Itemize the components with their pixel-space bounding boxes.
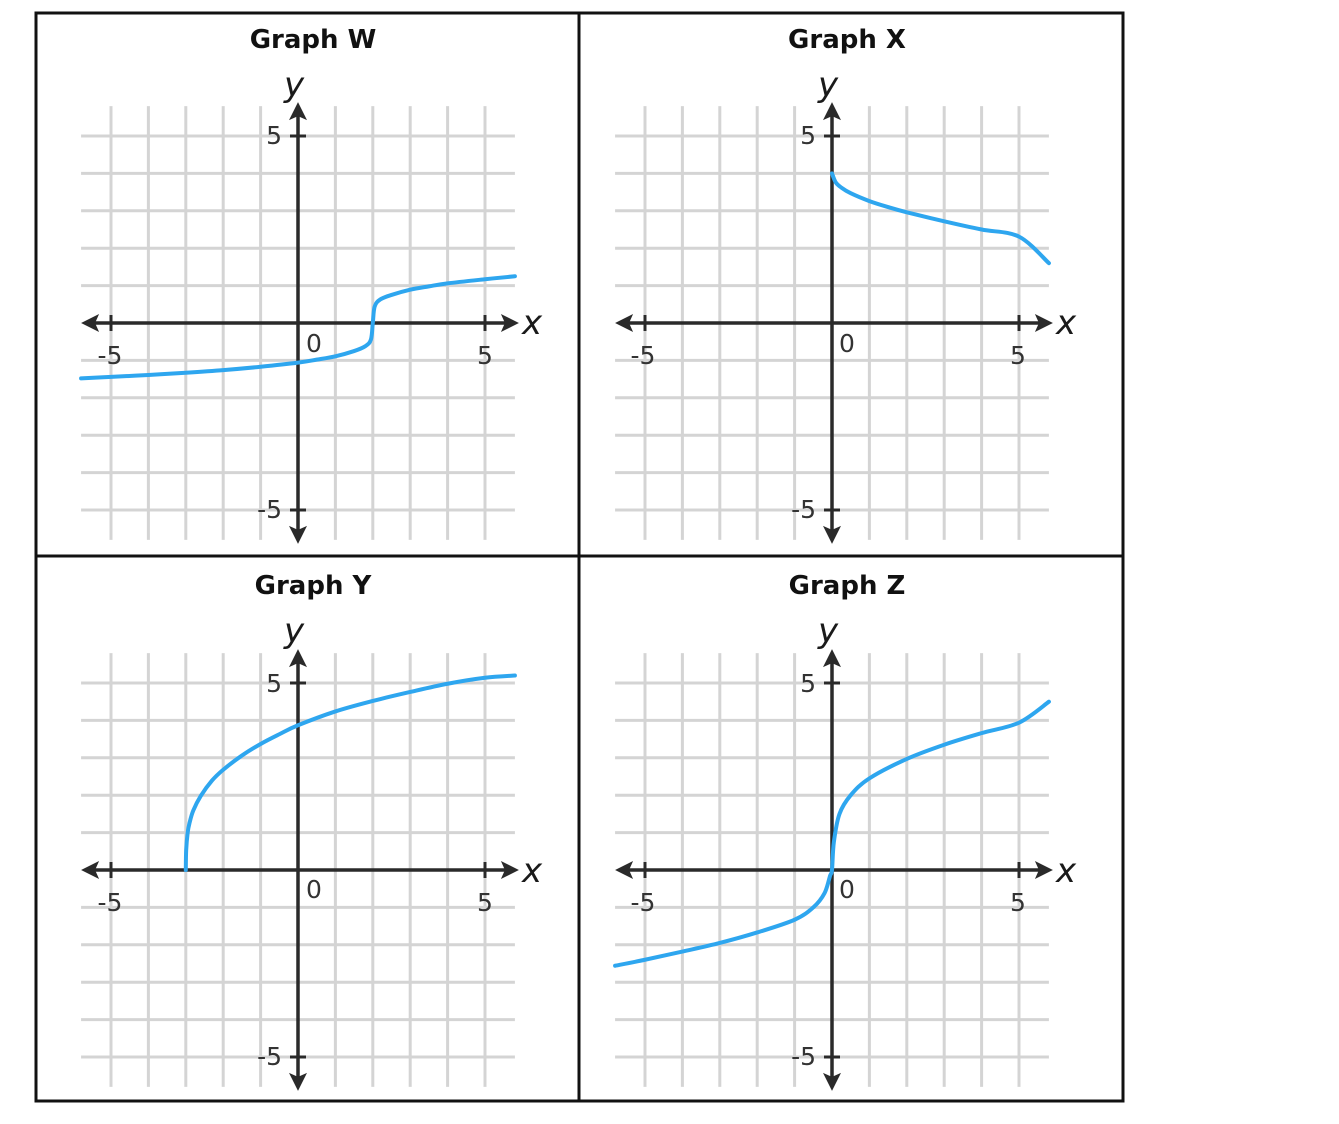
y-axis-arrow-up [823,102,841,121]
x-axis-label: x [1055,851,1077,891]
y-axis-arrow-up [289,649,307,668]
panel-graph-x: Graph X x y -5 0 5 5 -5 [615,25,1077,544]
y-tick-label-5: 5 [800,669,816,698]
ticks [643,681,1021,1059]
x-axis-arrow-right [1034,314,1053,332]
x-axis-arrow-left [81,314,100,332]
y-tick-label-neg5: -5 [257,1042,282,1071]
x-axis-arrow-left [615,314,634,332]
x-axis-arrow-right [500,314,519,332]
x-tick-label-origin: 0 [306,329,322,358]
x-axis-arrow-left [81,861,100,879]
x-tick-label-neg5: -5 [98,341,123,370]
panel-title: Graph Z [789,571,906,601]
x-axis-arrow-right [500,861,519,879]
y-axis-arrow-down [289,525,307,544]
y-tick-label-5: 5 [266,669,282,698]
y-axis-arrow-down [823,525,841,544]
x-axis-label: x [521,303,543,343]
y-tick-label-neg5: -5 [791,495,816,524]
y-axis-label: y [283,65,305,105]
panel-graph-w: Graph W x y -5 0 5 5 -5 [79,25,543,544]
y-axis-arrow-up [289,102,307,121]
x-tick-label-origin: 0 [839,329,855,358]
y-axis-label: y [817,611,839,651]
x-tick-label-neg5: -5 [98,888,123,917]
axes [615,102,1053,544]
y-tick-label-5: 5 [266,121,282,150]
series-line [613,699,1051,968]
panel-title: Graph X [788,25,906,55]
y-axis-label: y [283,611,305,651]
x-tick-label-5: 5 [1010,341,1026,370]
series-line [183,673,517,872]
y-axis-arrow-up [823,649,841,668]
panel-title: Graph Y [255,571,373,601]
y-axis-arrow-down [823,1072,841,1091]
x-axis-label: x [1055,303,1077,343]
x-tick-label-5: 5 [477,888,493,917]
ticks [109,681,487,1059]
x-axis-label: x [521,851,543,891]
x-tick-label-origin: 0 [839,875,855,904]
y-axis-arrow-down [289,1072,307,1091]
y-tick-label-5: 5 [800,121,816,150]
series-line [79,274,517,381]
axes [81,102,519,544]
ticks [109,134,487,512]
series-line [830,171,1051,266]
y-tick-label-neg5: -5 [257,495,282,524]
x-tick-label-5: 5 [1010,888,1026,917]
y-tick-label-neg5: -5 [791,1042,816,1071]
x-tick-label-neg5: -5 [631,341,656,370]
panel-title: Graph W [250,25,377,55]
panel-graph-z: Graph Z x y -5 0 5 5 -5 [613,571,1077,1091]
y-axis-label: y [817,65,839,105]
panel-graph-y: Graph Y x y -5 0 5 5 -5 [81,571,543,1091]
ticks [643,134,1021,512]
x-axis-arrow-left [615,861,634,879]
panel-borders [34,11,1125,1103]
x-tick-label-neg5: -5 [631,888,656,917]
x-tick-label-5: 5 [477,341,493,370]
x-axis-arrow-right [1034,861,1053,879]
x-tick-label-origin: 0 [306,875,322,904]
